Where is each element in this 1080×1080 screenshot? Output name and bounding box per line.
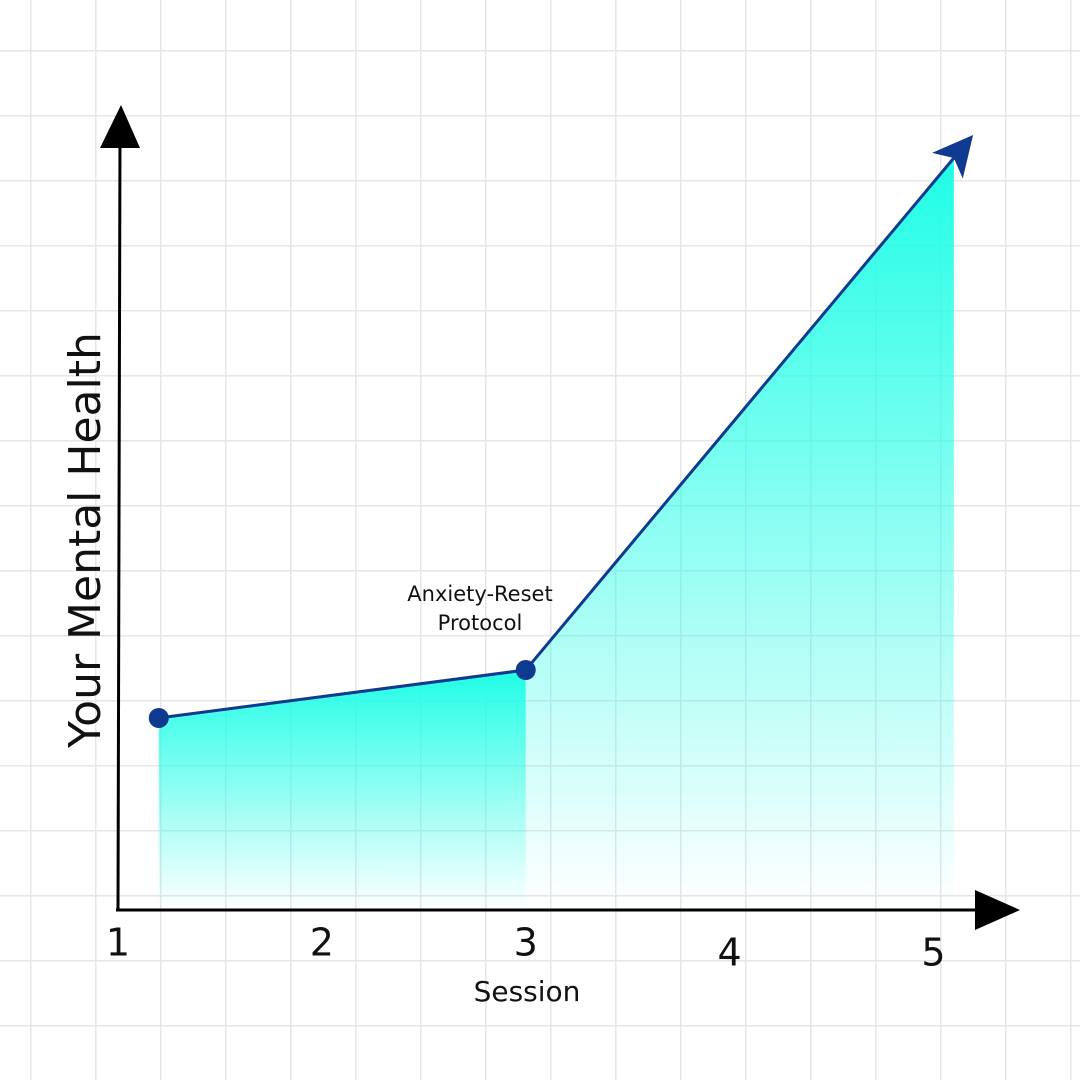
- point: [515, 660, 536, 680]
- x-tick-label: 1: [106, 921, 130, 965]
- annotation: Anxiety-Reset Protocol: [407, 582, 553, 635]
- area-fill: [158, 670, 526, 910]
- y-axis-arrow: [100, 105, 140, 148]
- areas: [158, 158, 954, 910]
- y-axis: [116, 134, 122, 911]
- y-axis-title: Your Mental Health: [60, 332, 111, 749]
- area-fill: [525, 158, 954, 910]
- x-tick-label: 4: [717, 931, 741, 975]
- x-axis-arrow: [975, 890, 1020, 930]
- x-tick-label: 3: [514, 921, 538, 965]
- point: [148, 708, 169, 728]
- x-tick-label: 2: [310, 921, 334, 965]
- line-arrowhead: [932, 134, 974, 179]
- x-tick-label: 5: [921, 931, 945, 975]
- x-axis-title: Session: [474, 975, 581, 1008]
